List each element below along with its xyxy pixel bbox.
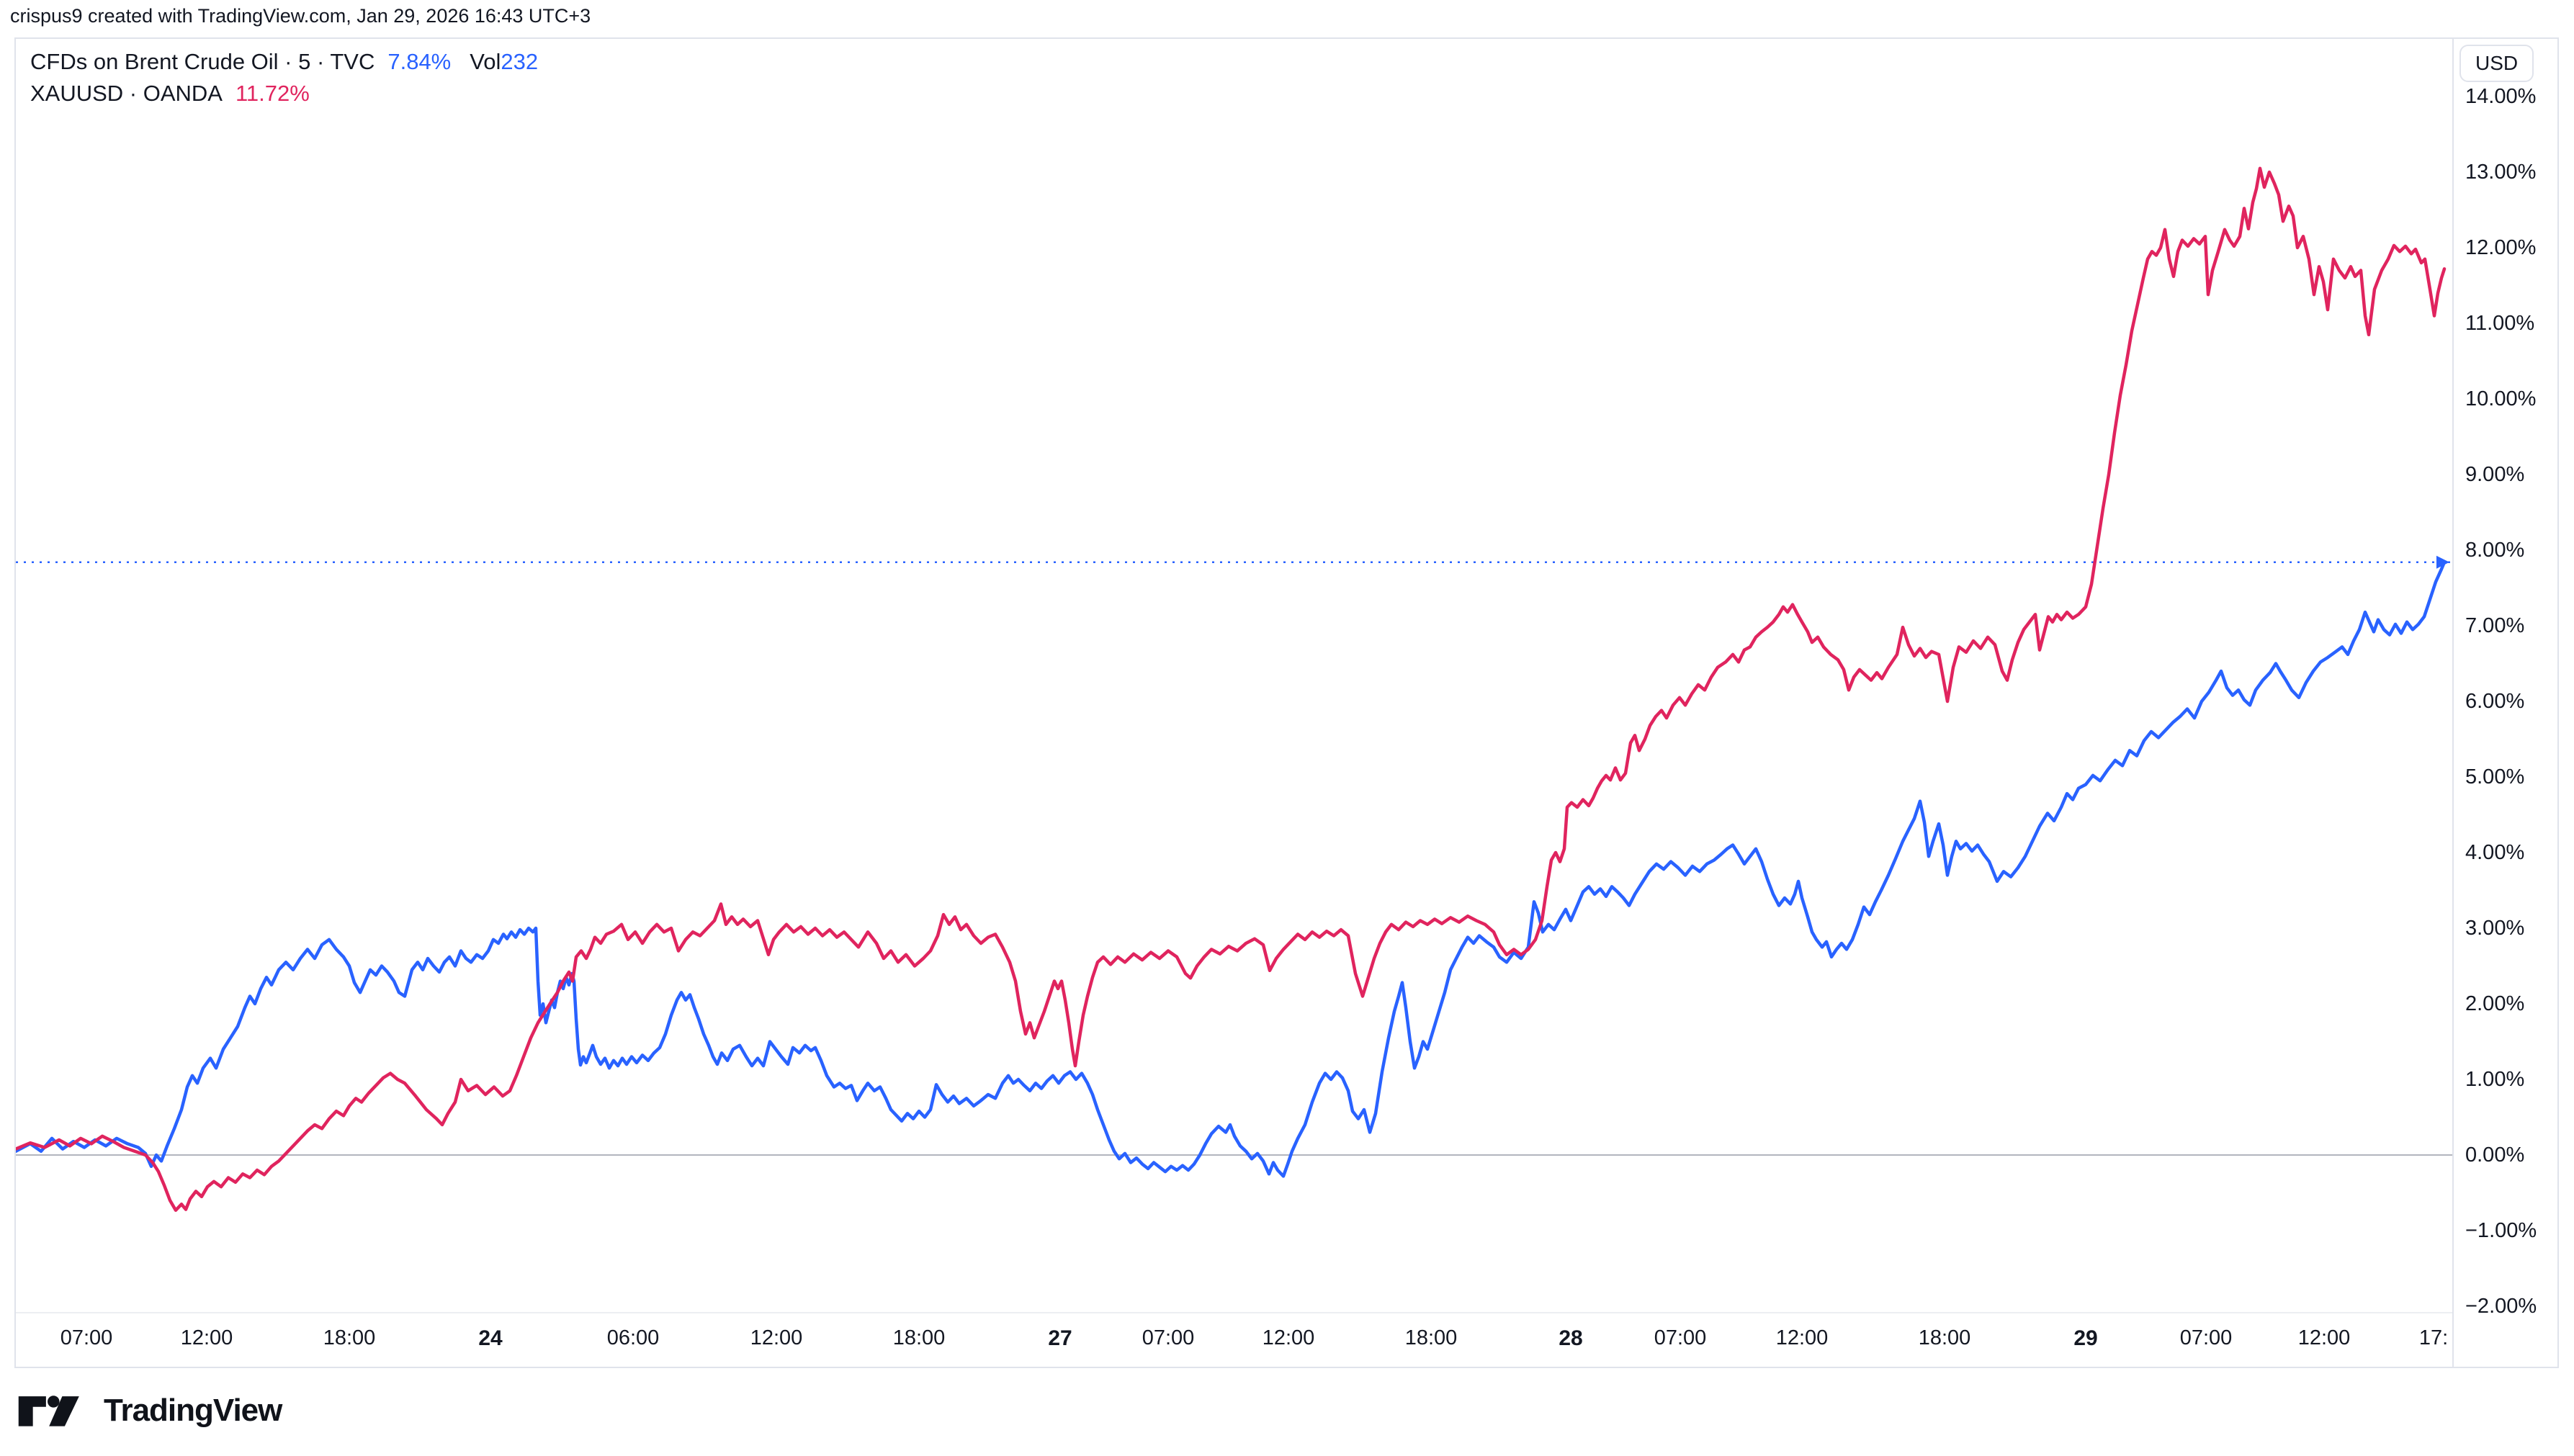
time-axis-label: 18:00 [892,1326,946,1349]
time-axis-label: 12:00 [1775,1326,1829,1349]
price-axis-label: 13.00% [2465,161,2537,184]
legend-row-xauusd[interactable]: XAUUSD · OANDA 11.72% [30,78,538,109]
price-axis-label: 0.00% [2465,1143,2525,1167]
time-axis-label: 07:00 [1142,1326,1195,1349]
time-axis-label: 24 [478,1326,503,1350]
legend-brent-change: 7.84% [387,49,452,74]
price-axis-label: −2.00% [2465,1295,2537,1318]
price-axis-label: 9.00% [2465,463,2525,486]
time-axis-label: 18:00 [323,1326,376,1349]
price-axis-label: −1.00% [2465,1219,2537,1242]
tradingview-logo-icon [18,1396,79,1426]
chart-legend: CFDs on Brent Crude Oil · 5 · TVC 7.84% … [30,46,538,109]
legend-brent-title: CFDs on Brent Crude Oil · 5 · TVC [30,49,375,74]
time-axis-label: 12:00 [750,1326,803,1349]
tradingview-branding[interactable]: TradingView [17,1390,282,1432]
legend-xauusd-change: 11.72% [235,81,310,106]
chart-container: CFDs on Brent Crude Oil · 5 · TVC 7.84% … [14,37,2559,1368]
legend-brent-volume-value: 232 [501,49,539,74]
time-axis-label: 18:00 [1918,1326,1971,1349]
time-axis-label: 07:00 [60,1326,113,1349]
price-axis-label: 14.00% [2465,85,2537,108]
legend-xauusd-title: XAUUSD · OANDA [30,81,223,106]
price-axis-label: 2.00% [2465,992,2525,1015]
currency-badge[interactable]: USD [2459,45,2534,82]
price-chart-canvas [16,166,2452,1212]
time-axis-label: 27 [1048,1326,1072,1350]
time-axis-label: 17: [2418,1326,2449,1349]
price-axis[interactable]: USD 14.00% 13.00% 12.00% 11.00% 10.00% 9.00% 8… [2452,39,2557,1367]
chart-plot-area[interactable]: CFDs on Brent Crude Oil · 5 · TVC 7.84% … [16,39,2452,1313]
price-axis-label: 1.00% [2465,1068,2525,1091]
price-axis-label: 6.00% [2465,690,2525,713]
time-axis-label: 29 [2073,1326,2098,1350]
time-axis-label: 07:00 [2179,1326,2233,1349]
price-axis-label: 11.00% [2465,312,2535,335]
time-axis-label: 07:00 [1654,1326,1707,1349]
price-axis-label: 7.00% [2465,614,2525,637]
series-line-xauusd [16,166,2447,1212]
time-axis[interactable]: 07:00 12:00 18:00 24 06:00 12:00 18:00 27 07:00 1… [16,1312,2452,1367]
time-axis-label: 12:00 [180,1326,233,1349]
price-axis-label: 5.00% [2465,765,2525,788]
price-axis-label: 12.00% [2465,236,2537,259]
time-axis-label: 06:00 [606,1326,660,1349]
time-axis-label: 12:00 [2297,1326,2351,1349]
time-axis-label: 28 [1559,1326,1583,1350]
snapshot-attribution: crispus9 created with TradingView.com, J… [10,5,591,27]
price-axis-label: 10.00% [2465,387,2537,410]
legend-brent-volume-label: Vol [470,49,501,74]
time-axis-label: 12:00 [1262,1326,1315,1349]
series-line-brent [16,560,2447,1178]
price-axis-label: 8.00% [2465,539,2525,562]
legend-row-brent[interactable]: CFDs on Brent Crude Oil · 5 · TVC 7.84% … [30,46,538,78]
last-price-arrow-icon [2436,555,2449,569]
tradingview-wordmark: TradingView [104,1393,282,1428]
price-axis-label: 3.00% [2465,917,2525,940]
price-axis-label: 4.00% [2465,841,2525,864]
time-axis-label: 18:00 [1404,1326,1458,1349]
